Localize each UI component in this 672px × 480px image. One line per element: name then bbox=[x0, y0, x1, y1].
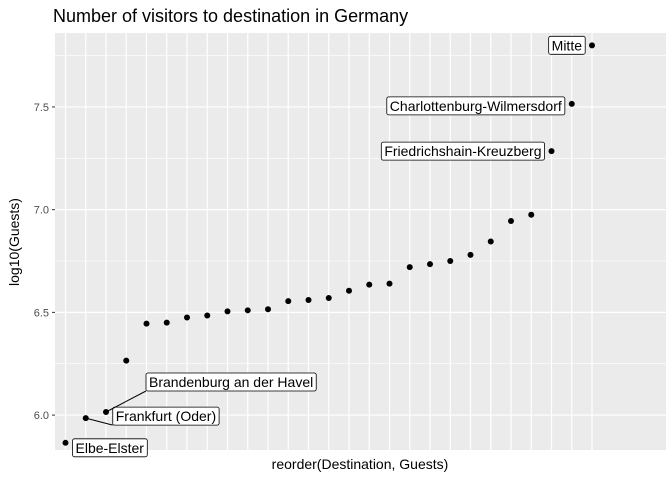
point-label-box bbox=[548, 35, 586, 55]
data-point bbox=[163, 319, 170, 326]
data-point bbox=[366, 281, 373, 288]
data-point bbox=[62, 439, 69, 446]
data-point bbox=[285, 298, 292, 305]
data-point bbox=[487, 238, 494, 245]
label-leader-line bbox=[105, 390, 147, 413]
data-point bbox=[528, 211, 535, 218]
data-point bbox=[244, 307, 251, 314]
point-label-text: Mitte bbox=[552, 37, 583, 53]
point-label-box bbox=[72, 438, 148, 458]
point-label: Friedrichshain-Kreuzberg bbox=[380, 141, 545, 161]
point-label-text: Frankfurt (Oder) bbox=[116, 408, 216, 424]
point-label-text: Brandenburg an der Havel bbox=[149, 374, 313, 390]
x-axis-title: reorder(Destination, Guests) bbox=[272, 456, 449, 472]
data-point bbox=[568, 100, 575, 107]
data-point bbox=[184, 314, 190, 321]
y-tick-label: 7.0 bbox=[34, 205, 49, 217]
point-label: Mitte bbox=[548, 35, 586, 55]
data-point bbox=[305, 297, 312, 304]
point-label: Brandenburg an der Havel bbox=[105, 372, 317, 413]
data-point bbox=[224, 308, 231, 315]
label-leader-line bbox=[85, 417, 113, 426]
y-tick-label: 7.5 bbox=[34, 102, 49, 114]
data-point bbox=[427, 261, 433, 268]
data-point bbox=[204, 312, 211, 319]
data-point bbox=[82, 415, 89, 422]
chart-title: Number of visitors to destination in Ger… bbox=[53, 6, 408, 26]
point-label-text: Friedrichshain-Kreuzberg bbox=[384, 143, 541, 159]
data-point bbox=[103, 408, 109, 415]
data-point bbox=[325, 294, 332, 301]
data-point bbox=[406, 264, 413, 271]
data-point bbox=[508, 217, 514, 224]
data-point bbox=[447, 258, 454, 265]
point-label-box bbox=[112, 406, 220, 426]
point-label: Elbe-Elster bbox=[72, 438, 148, 458]
data-points bbox=[62, 42, 595, 446]
point-label-box bbox=[380, 141, 545, 161]
data-point bbox=[589, 42, 595, 49]
data-point bbox=[386, 280, 393, 287]
y-tick-label: 6.5 bbox=[34, 307, 49, 319]
y-tick-label: 6.0 bbox=[34, 410, 49, 422]
point-labels: Elbe-Elster Frankfurt (Oder) Brandenburg a… bbox=[72, 35, 586, 458]
data-point bbox=[346, 287, 352, 294]
point-label-box bbox=[145, 372, 317, 392]
y-axis-title: log10(Guests) bbox=[6, 198, 22, 286]
y-axis: 6.0 6.5 7.0 7.5 bbox=[34, 102, 55, 422]
data-point bbox=[265, 306, 271, 313]
point-label: Frankfurt (Oder) bbox=[85, 406, 220, 426]
point-label-box bbox=[386, 96, 566, 116]
data-point bbox=[467, 251, 474, 258]
point-label: Charlottenburg-Wilmersdorf bbox=[386, 96, 566, 116]
data-point bbox=[548, 148, 555, 155]
data-point bbox=[143, 320, 150, 327]
point-label-text: Elbe-Elster bbox=[76, 440, 145, 456]
point-label-text: Charlottenburg-Wilmersdorf bbox=[390, 98, 562, 114]
data-point bbox=[123, 357, 130, 364]
